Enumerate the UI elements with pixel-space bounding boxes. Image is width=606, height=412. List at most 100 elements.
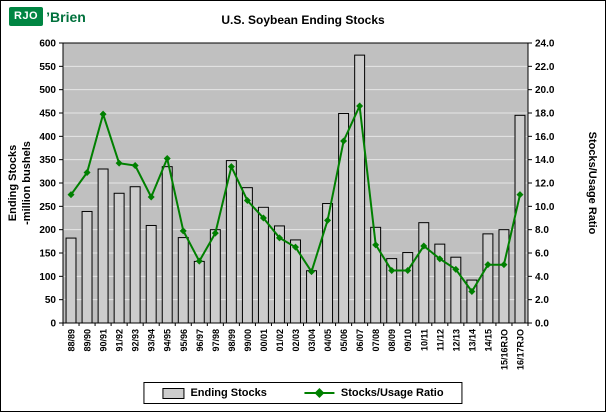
diamond-marker-89/90 [83,169,91,176]
rjo-logo-text: ’Brien [46,8,86,25]
bar-89/90 [81,210,93,324]
diamond-marker-04/05 [324,216,332,224]
bar-14/15 [482,233,494,324]
diamond-marker-05/06 [340,137,348,145]
bar-88/89 [65,237,77,324]
bar-95/96 [177,237,189,324]
right-tick-label: 8.0 [535,225,549,236]
diamond-marker-06/07 [356,102,364,110]
left-tick-label: 50 [45,295,57,306]
left-tick-label: 350 [39,155,56,166]
diamond-marker-91/92 [115,159,123,167]
legend-label-stocks-usage-ratio: Stocks/Usage Ratio [340,387,444,399]
x-label-91/92: 91/92 [115,329,125,352]
bar-92/93 [129,186,141,324]
x-label-16/17RJO: 16/17RJO [515,329,525,370]
left-tick-label: 400 [39,132,56,143]
bar-swatch-icon [162,387,185,399]
bar-16/17RJO [514,114,526,324]
diamond-marker-12/13 [452,265,460,273]
x-label-11/12: 11/12 [435,329,445,351]
bar-91/92 [113,192,125,324]
left-tick-label: 250 [39,202,56,213]
left-axis-title-line1: Ending Stocks [7,145,19,221]
x-label-92/93: 92/93 [131,329,141,352]
diamond-marker-13/14 [468,288,476,295]
diamond-marker-96/97 [195,257,203,265]
right-tick-label: 18.0 [535,109,555,120]
x-label-08/09: 08/09 [387,329,397,352]
left-tick-label: 0 [50,319,56,330]
bar-90/91 [97,168,109,324]
diamond-marker-88/89 [67,191,75,199]
right-tick-label: 22.0 [535,62,555,73]
x-label-04/05: 04/05 [323,329,333,352]
bar-96/97 [193,260,205,324]
right-tick-label: 24.0 [535,39,555,50]
right-tick-label: 20.0 [535,85,555,96]
right-tick-label: 12.0 [535,179,555,190]
bar-09/10 [402,252,414,324]
bar-93/94 [145,224,157,324]
bar-06/07 [354,54,366,324]
bar-99/00 [241,187,253,324]
diamond-marker-94/95 [163,155,171,162]
rjo-logo-mark: RJO [9,7,44,26]
right-tick-label: 16.0 [535,132,555,143]
right-axis-title: Stocks/Usage Ratio [586,132,598,235]
diamond-marker-93/94 [147,193,155,201]
x-label-00/01: 00/01 [259,329,269,352]
x-label-97/98: 97/98 [211,329,221,352]
diamond-marker-98/99 [227,163,235,171]
x-label-06/07: 06/07 [355,329,365,352]
bar-00/01 [257,206,269,324]
diamond-marker-16/17RJO [516,191,524,199]
diamond-marker-90/91 [99,110,107,118]
bar-94/95 [161,166,173,324]
rjo-brien-logo: RJO ’Brien [9,7,86,26]
x-label-99/00: 99/00 [243,329,253,352]
diamond-marker-09/10 [404,267,412,274]
diamond-marker-01/02 [275,234,283,242]
left-tick-label: 300 [39,179,56,190]
diamond-marker-11/12 [436,255,444,263]
bar-15/16RJO [498,229,510,324]
x-label-05/06: 05/06 [339,329,349,352]
x-label-94/95: 94/95 [163,329,173,352]
x-label-90/91: 90/91 [99,329,109,352]
x-label-07/08: 07/08 [371,329,381,352]
left-axis-title-line2: -million bushels [21,141,33,225]
x-label-09/10: 09/10 [403,329,413,352]
legend-item-ending-stocks: Ending Stocks [162,387,267,399]
right-tick-label: 2.0 [535,295,549,306]
diamond-marker-92/93 [131,162,139,169]
legend-item-stocks-usage-ratio: Stocks/Usage Ratio [304,387,444,399]
line-swatch-icon [304,388,335,398]
bar-03/04 [306,270,317,324]
right-tick-label: 14.0 [535,155,555,166]
left-tick-label: 200 [39,225,56,236]
diamond-marker-10/11 [420,242,428,250]
x-label-88/89: 88/89 [67,329,77,352]
diamond-marker-07/08 [372,241,380,249]
x-label-12/13: 12/13 [451,329,461,352]
bar-10/11 [418,222,430,324]
diamond-marker-95/96 [179,227,187,235]
diamond-marker-00/01 [259,214,267,222]
diamond-marker-14/15 [484,261,492,269]
x-label-98/99: 98/99 [227,329,237,352]
right-tick-label: 6.0 [535,249,549,260]
x-label-95/96: 95/96 [179,329,189,352]
x-label-89/90: 89/90 [83,329,93,352]
left-tick-label: 600 [39,39,56,50]
diamond-marker-97/98 [211,229,219,237]
diamond-marker-02/03 [292,243,299,251]
diamond-marker-03/04 [308,268,316,276]
x-label-13/14: 13/14 [467,329,477,352]
right-tick-label: 0.0 [535,319,549,330]
left-tick-label: 450 [39,109,56,120]
x-label-96/97: 96/97 [195,329,205,352]
diamond-marker-99/00 [243,197,251,204]
